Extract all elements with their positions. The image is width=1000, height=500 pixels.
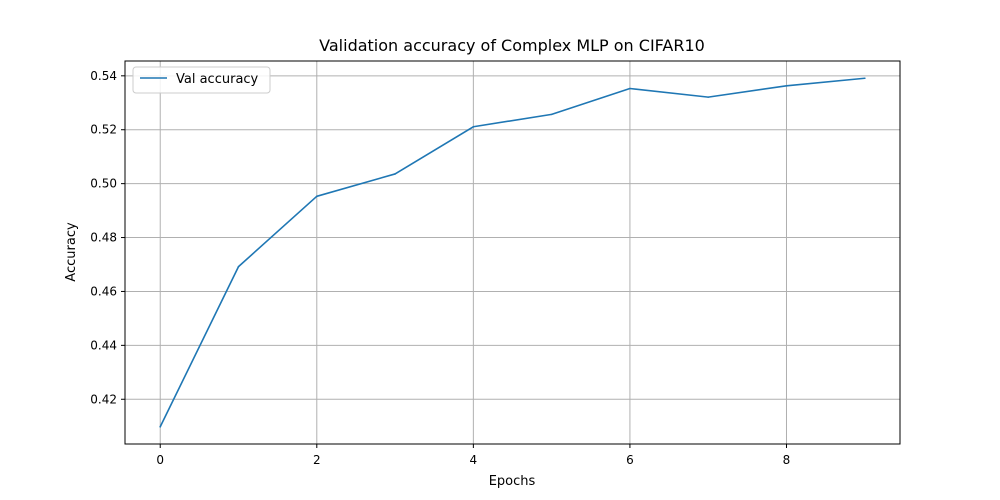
series-lines [159, 77, 866, 428]
data-point [159, 425, 162, 428]
data-point [550, 113, 553, 116]
x-tick-label: 6 [626, 453, 634, 467]
x-tick-label: 4 [470, 453, 478, 467]
axis-ticks: 0 2 4 6 8 0.42 0.44 0.46 0.48 0.50 0.52 0.54 [90, 69, 790, 467]
data-point [394, 173, 396, 175]
y-tick-label: 0.42 [90, 392, 117, 406]
chart-title: Validation accuracy of Complex MLP on CI… [319, 36, 705, 55]
legend: Val accuracy [132, 66, 271, 94]
y-tick-label: 0.46 [90, 284, 117, 298]
x-tick-label: 0 [156, 453, 164, 467]
data-point [863, 77, 866, 80]
legend-box [132, 66, 271, 94]
data-point [707, 96, 710, 98]
y-tick-label: 0.50 [90, 177, 117, 191]
data-point [237, 265, 240, 268]
y-tick-label: 0.44 [90, 338, 117, 352]
y-tick-label: 0.48 [90, 231, 117, 245]
legend-entry-val-accuracy: Val accuracy [176, 72, 259, 87]
x-tick-label: 2 [313, 453, 321, 467]
x-tick-label: 8 [783, 453, 791, 467]
series-line-val-accuracy [159, 77, 866, 428]
y-tick-label: 0.52 [90, 123, 117, 137]
x-axis-label: Epochs [489, 474, 536, 489]
data-point [472, 125, 475, 128]
grid [125, 61, 900, 444]
data-point [629, 87, 631, 90]
data-point [315, 195, 318, 198]
plot-area-frame [124, 60, 901, 445]
y-axis-label: Accuracy [64, 222, 79, 282]
data-point [785, 84, 788, 87]
y-tick-label: 0.54 [90, 69, 117, 83]
